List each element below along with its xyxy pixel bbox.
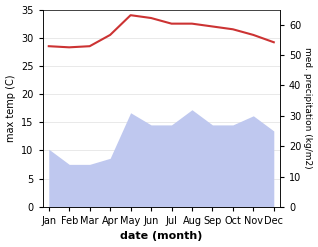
X-axis label: date (month): date (month) xyxy=(120,231,203,242)
Y-axis label: med. precipitation (kg/m2): med. precipitation (kg/m2) xyxy=(303,47,313,169)
Y-axis label: max temp (C): max temp (C) xyxy=(5,74,16,142)
